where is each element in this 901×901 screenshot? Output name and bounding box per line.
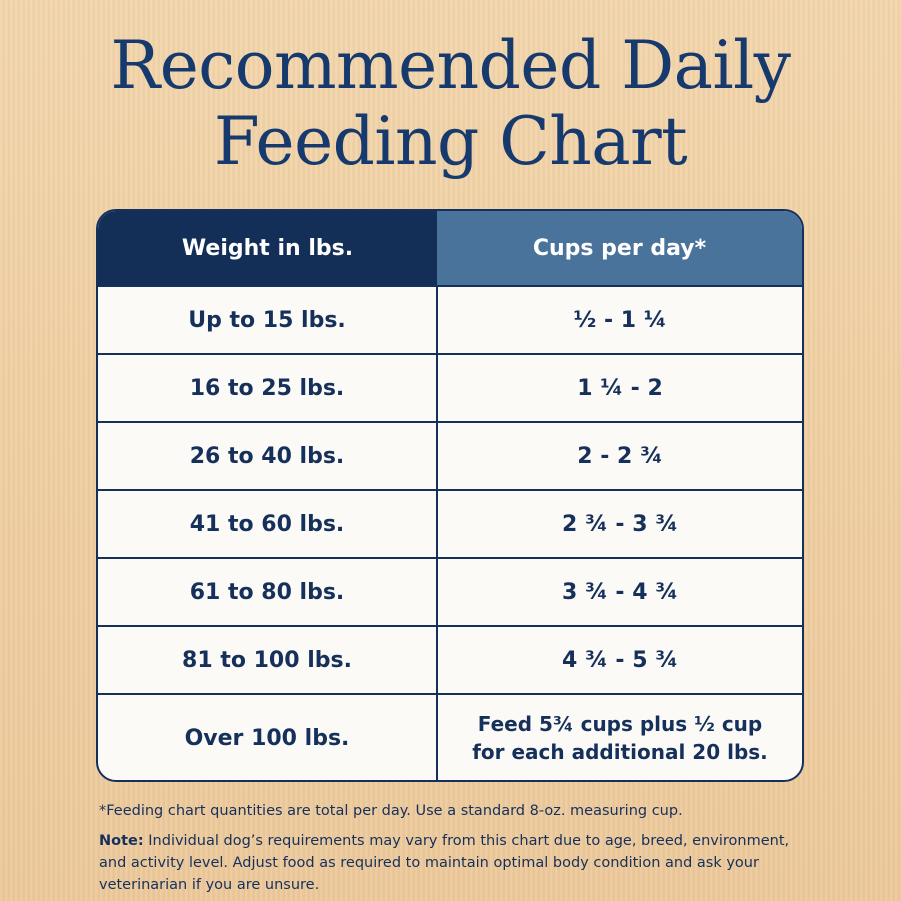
- weight-cell: 81 to 100 lbs.: [98, 625, 438, 694]
- header-cups: Cups per day*: [437, 211, 802, 286]
- table-row: Over 100 lbs. Feed 5¾ cups plus ½ cup fo…: [98, 693, 802, 780]
- weight-cell: Up to 15 lbs.: [98, 285, 438, 354]
- weight-cell: 26 to 40 lbs.: [98, 421, 438, 490]
- header-weight: Weight in lbs.: [98, 211, 437, 286]
- note-paragraph: Note: Individual dog’s requirements may …: [99, 830, 819, 896]
- weight-cell: 41 to 60 lbs.: [98, 489, 438, 558]
- cups-cell: 3 ¾ - 4 ¾: [437, 557, 802, 626]
- table-header-row: Weight in lbs. Cups per day*: [98, 211, 802, 286]
- table-row: 16 to 25 lbs. 1 ¼ - 2: [98, 353, 802, 422]
- cups-cell-line-1: Feed 5¾ cups plus ½ cup: [477, 712, 763, 736]
- cups-cell: Feed 5¾ cups plus ½ cup for each additio…: [437, 693, 802, 780]
- cups-cell: 1 ¼ - 2: [437, 353, 802, 422]
- note-label: Note:: [99, 833, 144, 849]
- cups-cell: 2 ¾ - 3 ¾: [437, 489, 802, 558]
- page-title: Recommended Daily Feeding Chart: [0, 28, 901, 180]
- footnote: *Feeding chart quantities are total per …: [99, 803, 683, 819]
- weight-cell: 61 to 80 lbs.: [98, 557, 438, 626]
- title-line-2: Feeding Chart: [213, 103, 688, 180]
- cups-cell: 2 - 2 ¾: [437, 421, 802, 490]
- table-row: 41 to 60 lbs. 2 ¾ - 3 ¾: [98, 489, 802, 558]
- weight-cell: Over 100 lbs.: [98, 693, 438, 780]
- notes-section: *Feeding chart quantities are total per …: [99, 800, 819, 896]
- cups-cell: 4 ¾ - 5 ¾: [437, 625, 802, 694]
- table-row: 61 to 80 lbs. 3 ¾ - 4 ¾: [98, 557, 802, 626]
- table-row: Up to 15 lbs. ½ - 1 ¼: [98, 285, 802, 354]
- weight-cell: 16 to 25 lbs.: [98, 353, 438, 422]
- cups-cell: ½ - 1 ¼: [437, 285, 802, 354]
- feeding-table: Weight in lbs. Cups per day* Up to 15 lb…: [96, 209, 804, 782]
- note-text: Individual dog’s requirements may vary f…: [99, 833, 790, 893]
- title-line-1: Recommended Daily: [110, 27, 792, 104]
- table-row: 81 to 100 lbs. 4 ¾ - 5 ¾: [98, 625, 802, 694]
- table-row: 26 to 40 lbs. 2 - 2 ¾: [98, 421, 802, 490]
- cups-cell-line-2: for each additional 20 lbs.: [472, 740, 768, 764]
